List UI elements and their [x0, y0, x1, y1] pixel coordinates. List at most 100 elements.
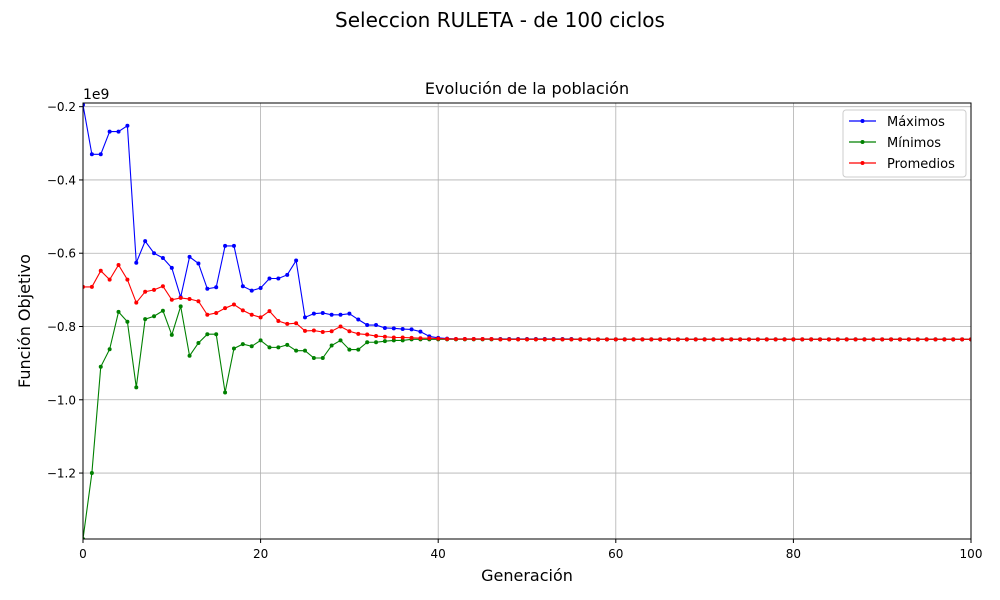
data-point-promedios — [445, 336, 450, 341]
data-point-maximos — [205, 286, 210, 291]
data-point-minimos — [311, 356, 316, 361]
data-point-promedios — [889, 337, 894, 342]
data-point-minimos — [303, 348, 307, 353]
figure-title: Seleccion RULETA - de 100 ciclos — [335, 8, 665, 32]
data-point-promedios — [498, 337, 503, 342]
y-axis-multiplier: 1e9 — [83, 87, 109, 103]
series-maximos — [83, 103, 971, 342]
x-axis-label: Generación — [481, 566, 573, 585]
data-point-promedios — [231, 302, 236, 307]
data-point-promedios — [525, 337, 529, 342]
data-point-maximos — [196, 261, 201, 266]
data-point-promedios — [374, 334, 379, 339]
data-point-promedios — [675, 337, 680, 342]
data-point-promedios — [516, 337, 521, 342]
data-point-promedios — [915, 337, 920, 342]
data-point-promedios — [747, 337, 751, 342]
data-point-promedios — [631, 337, 636, 342]
data-point-promedios — [409, 335, 414, 340]
data-point-maximos — [152, 251, 157, 256]
data-point-promedios — [98, 268, 103, 273]
data-point-minimos — [116, 309, 121, 314]
data-point-minimos — [320, 356, 325, 361]
data-point-maximos — [303, 315, 307, 320]
data-point-minimos — [98, 364, 103, 369]
data-point-promedios — [533, 337, 538, 342]
data-point-minimos — [267, 345, 272, 350]
data-point-promedios — [942, 337, 947, 342]
x-tick-label: 0 — [79, 547, 87, 561]
data-point-minimos — [152, 314, 157, 319]
data-point-minimos — [205, 332, 210, 337]
data-point-minimos — [329, 343, 334, 348]
data-point-maximos — [169, 265, 174, 270]
data-point-maximos — [347, 311, 352, 316]
data-point-minimos — [294, 348, 299, 353]
data-point-promedios — [462, 336, 467, 341]
data-point-minimos — [338, 338, 343, 343]
data-point-promedios — [356, 331, 361, 336]
data-point-maximos — [400, 327, 405, 332]
legend: Máximos Mínimos Promedios — [842, 109, 967, 178]
data-point-promedios — [622, 337, 627, 342]
legend-label-minimos: Mínimos — [887, 136, 941, 151]
data-point-promedios — [303, 328, 307, 333]
data-point-minimos — [223, 390, 228, 395]
data-point-minimos — [365, 340, 370, 345]
plot-frame — [82, 102, 972, 540]
data-point-promedios — [729, 337, 734, 342]
y-tick-label: −0.8 — [47, 320, 76, 334]
data-point-minimos — [356, 347, 361, 352]
data-point-promedios — [951, 337, 956, 342]
data-point-minimos — [240, 342, 245, 347]
data-point-promedios — [187, 297, 192, 302]
data-point-promedios — [560, 337, 565, 342]
data-point-minimos — [214, 332, 219, 337]
x-tick-label: 80 — [786, 547, 801, 561]
data-point-promedios — [285, 321, 290, 326]
data-point-maximos — [240, 284, 245, 289]
data-point-minimos — [107, 347, 112, 352]
y-tick-label: −1.0 — [47, 393, 76, 407]
data-point-promedios — [800, 337, 805, 342]
data-point-promedios — [667, 337, 672, 342]
y-tick-label: −0.6 — [47, 247, 76, 261]
data-point-promedios — [720, 337, 725, 342]
data-point-promedios — [826, 337, 831, 342]
data-point-promedios — [640, 337, 645, 342]
data-point-maximos — [294, 258, 299, 263]
data-point-promedios — [338, 324, 343, 329]
x-tick-label: 60 — [608, 547, 623, 561]
legend-box — [842, 109, 967, 178]
data-point-promedios — [294, 321, 299, 326]
data-point-promedios — [223, 306, 228, 311]
data-point-minimos — [347, 347, 352, 352]
data-point-promedios — [134, 300, 139, 305]
y-tick-label: −0.4 — [47, 173, 76, 187]
data-point-promedios — [569, 337, 574, 342]
data-point-promedios — [684, 337, 689, 342]
data-point-promedios — [453, 336, 458, 341]
data-point-promedios — [809, 337, 814, 342]
x-tick-label: 40 — [431, 547, 446, 561]
data-point-maximos — [374, 323, 379, 328]
data-point-promedios — [347, 329, 352, 334]
data-point-maximos — [258, 286, 263, 291]
data-point-promedios — [258, 315, 263, 320]
data-point-promedios — [818, 337, 823, 342]
data-point-promedios — [906, 337, 911, 342]
data-point-promedios — [436, 336, 441, 341]
data-point-maximos — [329, 312, 334, 317]
data-point-promedios — [596, 337, 601, 342]
series-line-maximos — [83, 104, 971, 340]
series-layer — [83, 103, 971, 539]
y-axis-label: Función Objetivo — [15, 254, 34, 388]
legend-label-promedios: Promedios — [887, 157, 955, 172]
x-axis-ticks: 0 20 40 60 80 100 — [79, 539, 982, 561]
data-point-maximos — [98, 152, 103, 157]
data-point-promedios — [427, 336, 432, 341]
data-point-maximos — [276, 276, 281, 281]
data-point-maximos — [391, 326, 396, 331]
data-point-promedios — [160, 284, 165, 289]
